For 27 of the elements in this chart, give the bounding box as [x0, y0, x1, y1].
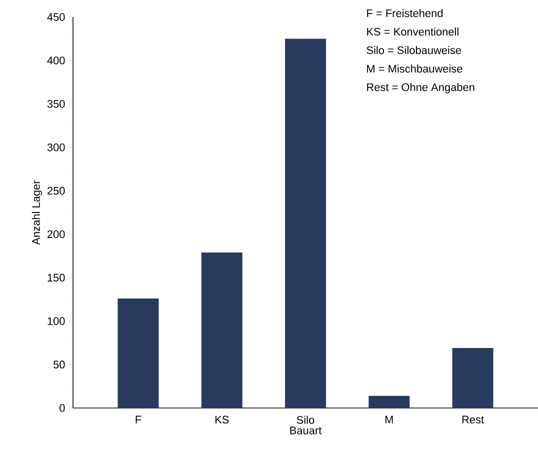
bar — [285, 38, 326, 408]
y-tick-label: 250 — [47, 186, 65, 195]
annotation: KS = Konventionell — [367, 28, 458, 36]
bar — [118, 298, 159, 408]
y-tick-label: 450 — [47, 13, 65, 21]
annotation: F = Freistehend — [367, 9, 443, 18]
x-axis-title: Bauart — [290, 426, 322, 434]
annotation: M = Mischbauweise — [367, 64, 462, 73]
bar — [201, 252, 242, 408]
y-tick-label: 0 — [60, 404, 65, 412]
annotation: Silo = Silobauweise — [366, 46, 462, 54]
y-tick-label: 300 — [47, 143, 65, 152]
x-tick-label: F — [136, 416, 142, 424]
y-tick-label: 100 — [48, 317, 65, 325]
x-tick-label: Silo — [296, 416, 314, 424]
y-tick-label: 50 — [53, 360, 65, 368]
y-tick-label: 400 — [47, 56, 65, 64]
bar — [368, 396, 410, 408]
x-tick-label: M — [385, 416, 393, 424]
y-tick-label: 350 — [47, 100, 65, 108]
y-tick-label: 200 — [47, 230, 65, 238]
y-axis-title: Anzahl Lager — [32, 180, 42, 245]
y-tick-label: 150 — [48, 274, 65, 282]
annotation: Rest = Ohne Angaben — [367, 83, 474, 94]
x-tick-label: KS — [215, 416, 229, 424]
x-tick-label: Rest — [462, 416, 484, 424]
bar — [452, 348, 494, 408]
